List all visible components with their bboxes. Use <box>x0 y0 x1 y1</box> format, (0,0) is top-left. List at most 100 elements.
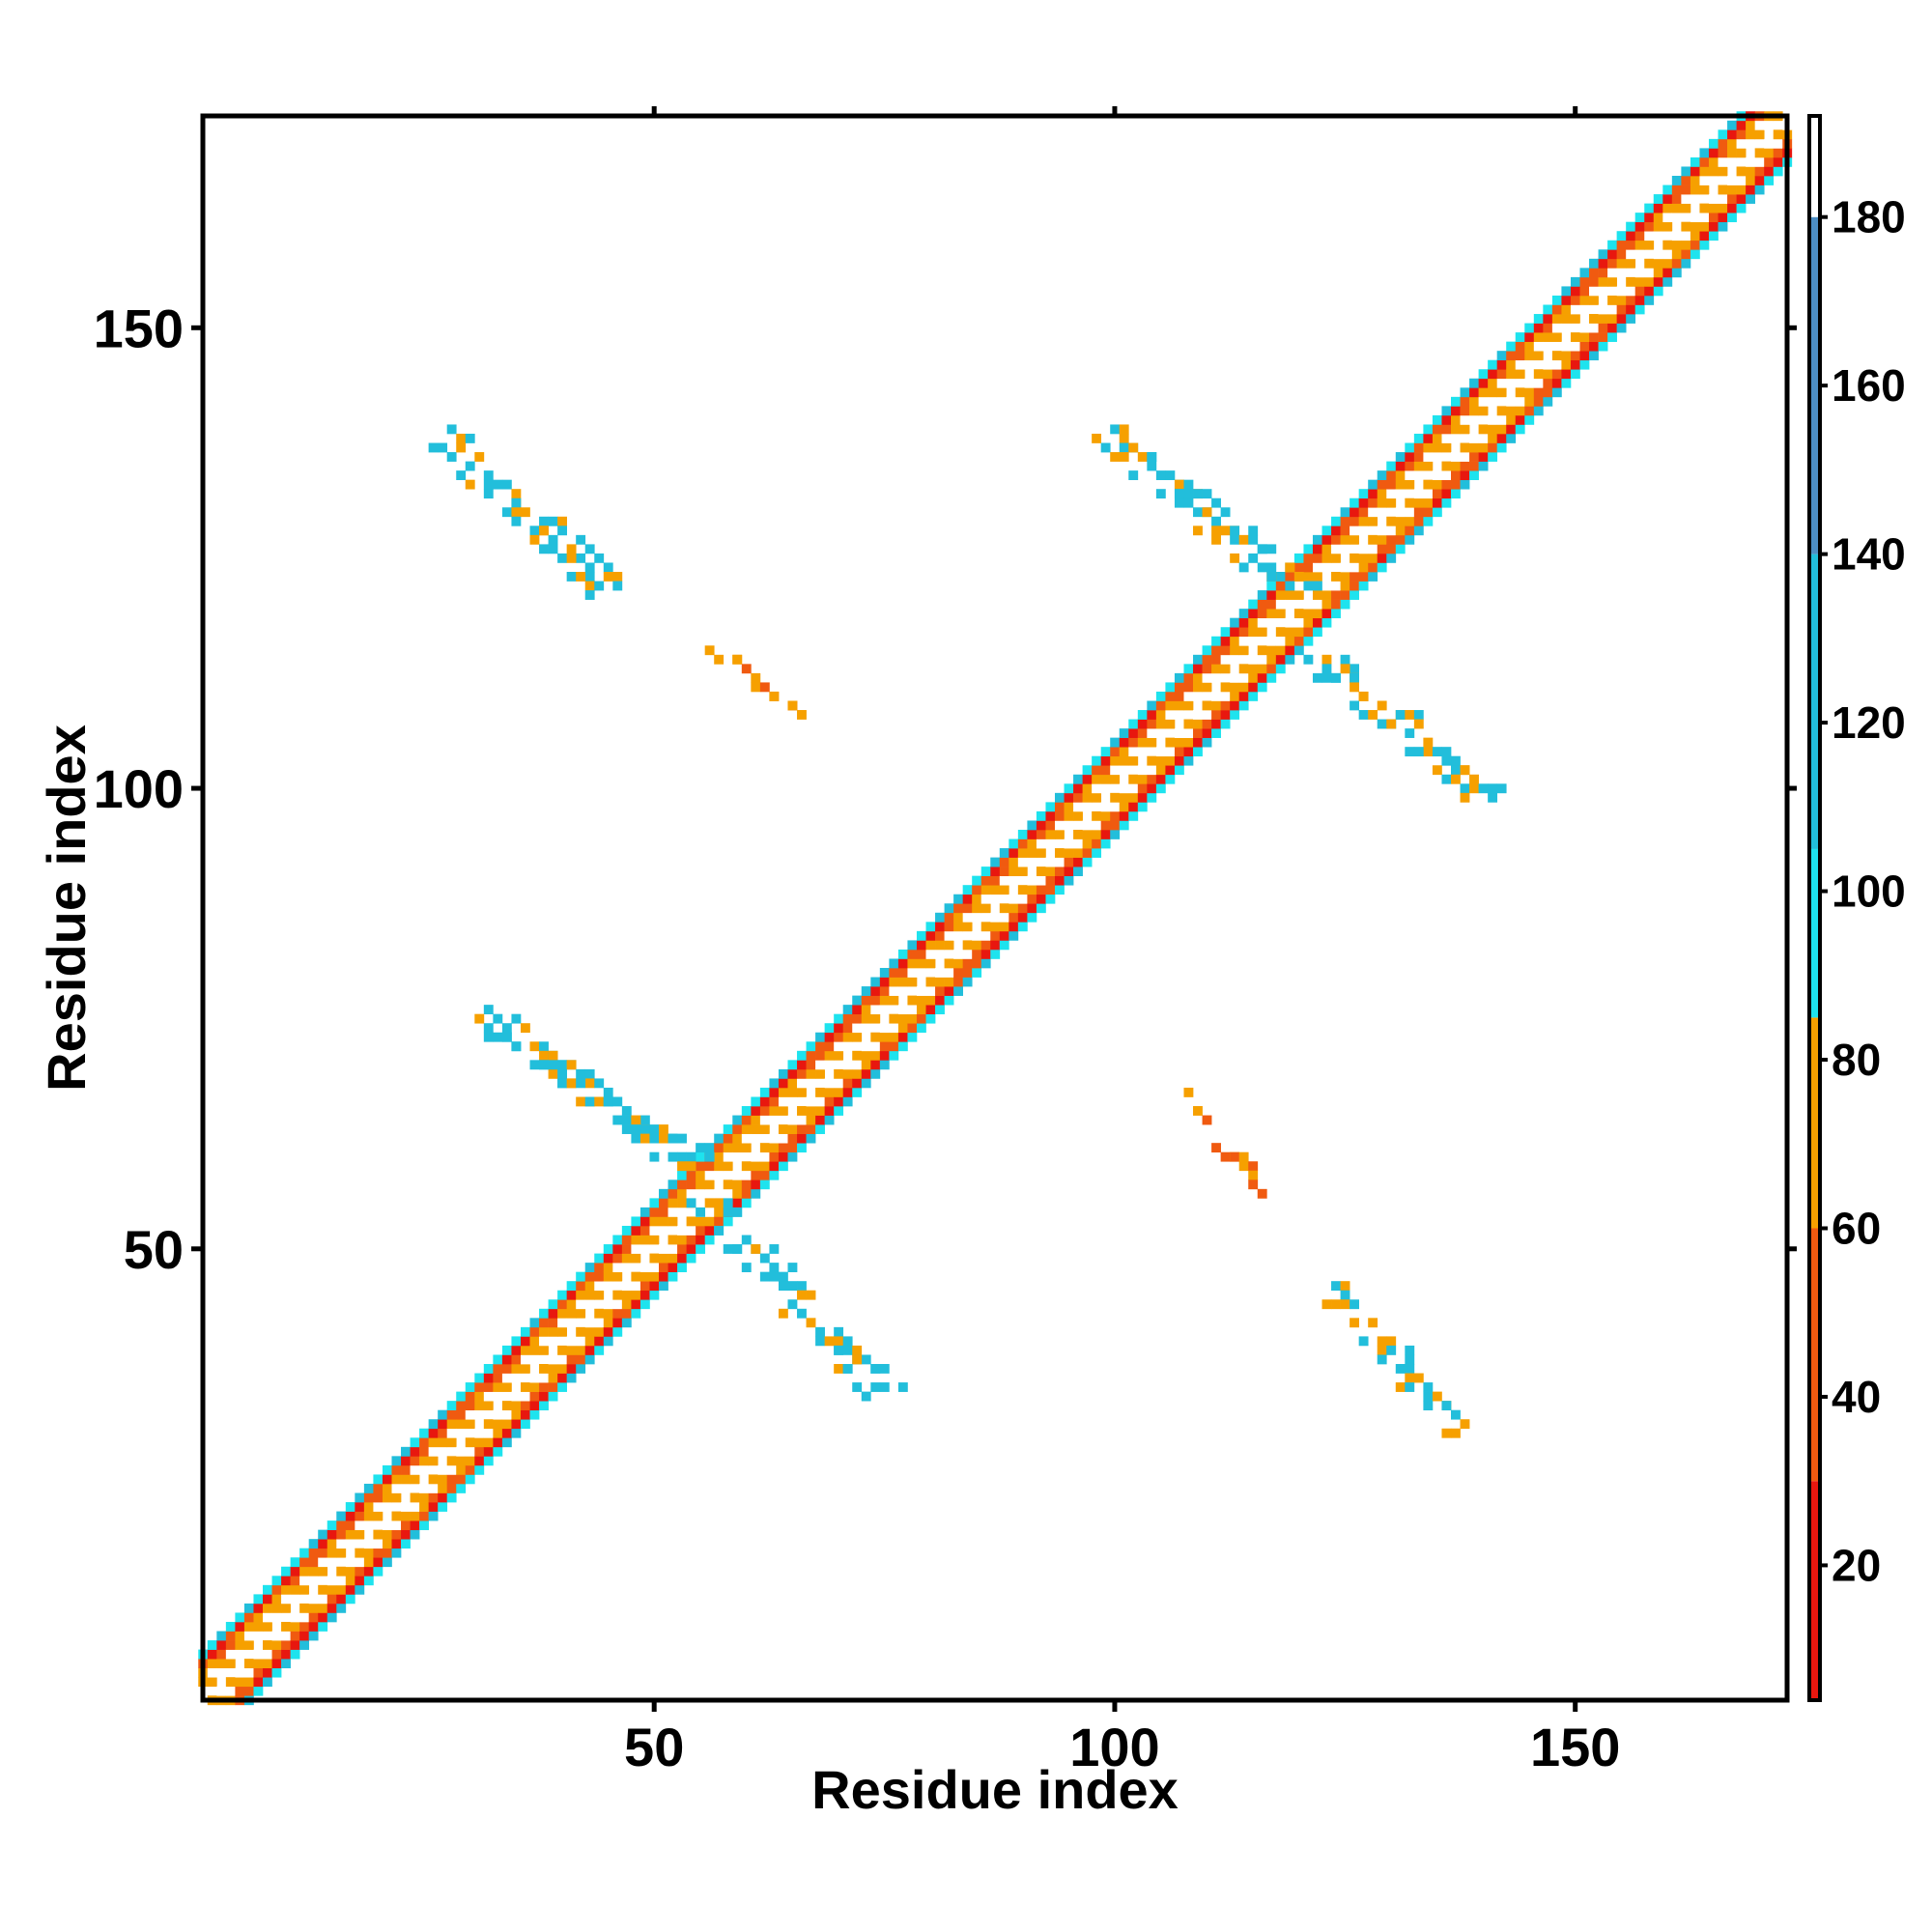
heatmap-cell <box>806 1290 816 1300</box>
heatmap-cell <box>1727 156 1737 167</box>
heatmap-cell <box>815 1096 825 1107</box>
heatmap-cell <box>271 1576 282 1586</box>
heatmap-cell <box>243 1631 254 1641</box>
heatmap-cell <box>1202 645 1212 656</box>
heatmap-cell <box>759 1096 770 1107</box>
heatmap-cell <box>1285 572 1295 582</box>
heatmap-cell <box>493 1382 503 1392</box>
heatmap-cell <box>1017 857 1028 867</box>
heatmap-cell <box>225 1621 236 1632</box>
heatmap-cell <box>474 1373 485 1383</box>
heatmap-cell <box>1432 489 1442 499</box>
heatmap-cell <box>1644 231 1655 242</box>
heatmap-cell <box>1128 774 1139 784</box>
heatmap-cell <box>1413 526 1424 536</box>
heatmap-cell <box>1128 737 1139 748</box>
heatmap-cell <box>797 1290 807 1300</box>
heatmap-cell <box>1321 534 1332 545</box>
heatmap-cell <box>1009 867 1019 876</box>
heatmap-cell <box>327 1557 337 1568</box>
heatmap-cell <box>1496 359 1507 370</box>
heatmap-cell <box>1441 442 1452 453</box>
heatmap-cell <box>327 1520 337 1530</box>
heatmap-cell <box>1321 609 1332 619</box>
heatmap-cell <box>696 1207 706 1217</box>
heatmap-cell <box>631 1253 641 1264</box>
heatmap-cell <box>1358 691 1369 701</box>
heatmap-cell <box>723 1133 733 1144</box>
heatmap-cell <box>438 1409 448 1420</box>
heatmap-cell <box>373 1511 384 1521</box>
heatmap-cell <box>870 1382 881 1392</box>
heatmap-cell <box>1017 829 1028 839</box>
heatmap-cell <box>363 1576 374 1586</box>
heatmap-cell <box>446 1492 457 1503</box>
heatmap-cell <box>696 1179 706 1190</box>
heatmap-cell <box>382 1492 392 1503</box>
heatmap-cell <box>391 1539 402 1549</box>
heatmap-cell <box>1064 857 1074 867</box>
heatmap-cell <box>1533 314 1544 324</box>
heatmap-cell <box>1506 378 1517 388</box>
heatmap-cell <box>1220 682 1231 693</box>
heatmap-cell <box>751 1124 761 1134</box>
heatmap-cell <box>1092 820 1102 831</box>
colorbar-tick-label: 180 <box>1832 192 1906 242</box>
heatmap-cell <box>1607 268 1617 278</box>
heatmap-cell <box>456 1446 467 1457</box>
heatmap-cell <box>1331 609 1341 619</box>
heatmap-cell <box>1460 387 1470 398</box>
heatmap-cell <box>1736 194 1747 204</box>
heatmap-cell <box>1764 176 1775 185</box>
heatmap-cell <box>1257 645 1267 656</box>
heatmap-cell <box>1036 875 1046 886</box>
heatmap-cell <box>696 1170 706 1180</box>
heatmap-cell <box>659 1198 668 1208</box>
heatmap-cell <box>207 1649 217 1660</box>
heatmap-cell <box>584 544 595 554</box>
heatmap-cell <box>603 1281 613 1292</box>
heatmap-cell <box>1211 700 1221 711</box>
heatmap-cell <box>953 894 963 904</box>
heatmap-cell <box>759 1087 770 1097</box>
heatmap-cell <box>1321 590 1332 600</box>
heatmap-cell <box>889 958 899 969</box>
heatmap-cell <box>1589 351 1599 361</box>
heatmap-cell <box>1183 479 1194 490</box>
heatmap-cell <box>1350 672 1359 683</box>
heatmap-cell <box>1321 526 1332 536</box>
heatmap-cell <box>401 1539 411 1549</box>
heatmap-cell <box>520 1401 530 1411</box>
heatmap-cell <box>456 442 467 453</box>
heatmap-cell <box>1110 810 1121 821</box>
heatmap-cell <box>584 1318 595 1328</box>
heatmap-cell <box>1331 599 1341 610</box>
heatmap-cell <box>1055 867 1065 876</box>
heatmap-cell <box>1100 810 1111 821</box>
heatmap-cell <box>1119 747 1129 757</box>
heatmap-cell <box>1395 1382 1406 1392</box>
heatmap-cell <box>1589 268 1599 278</box>
heatmap-cell <box>972 903 982 914</box>
heatmap-cell <box>897 968 908 978</box>
heatmap-cell <box>373 1557 384 1568</box>
heatmap-cell <box>897 1013 908 1024</box>
heatmap-cell <box>603 572 613 582</box>
colorbar-segment <box>1809 1017 1820 1229</box>
heatmap-cell <box>243 1677 254 1688</box>
heatmap-cell <box>990 857 1001 867</box>
heatmap-cell <box>428 1502 439 1512</box>
heatmap-cell <box>612 1115 623 1125</box>
heatmap-cell <box>1017 848 1028 858</box>
heatmap-cell <box>1589 341 1599 352</box>
heatmap-cell <box>1736 176 1747 185</box>
heatmap-cell <box>935 949 945 959</box>
heatmap-cell <box>649 1133 660 1144</box>
heatmap-cell <box>1746 166 1755 177</box>
heatmap-cell <box>1193 664 1203 674</box>
heatmap-cell <box>1128 719 1139 729</box>
heatmap-cell <box>1451 424 1461 435</box>
heatmap-cell <box>612 1263 623 1272</box>
heatmap-cell <box>1183 700 1194 711</box>
heatmap-cell <box>723 1179 733 1190</box>
